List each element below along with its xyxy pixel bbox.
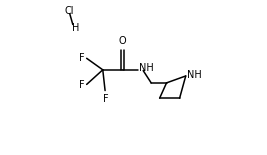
- Text: F: F: [79, 80, 84, 90]
- Text: O: O: [119, 36, 127, 46]
- Text: F: F: [79, 53, 84, 62]
- Text: Cl: Cl: [64, 7, 74, 16]
- Text: NH: NH: [139, 63, 154, 73]
- Text: NH: NH: [187, 70, 202, 80]
- Text: F: F: [103, 94, 109, 104]
- Text: H: H: [72, 23, 79, 33]
